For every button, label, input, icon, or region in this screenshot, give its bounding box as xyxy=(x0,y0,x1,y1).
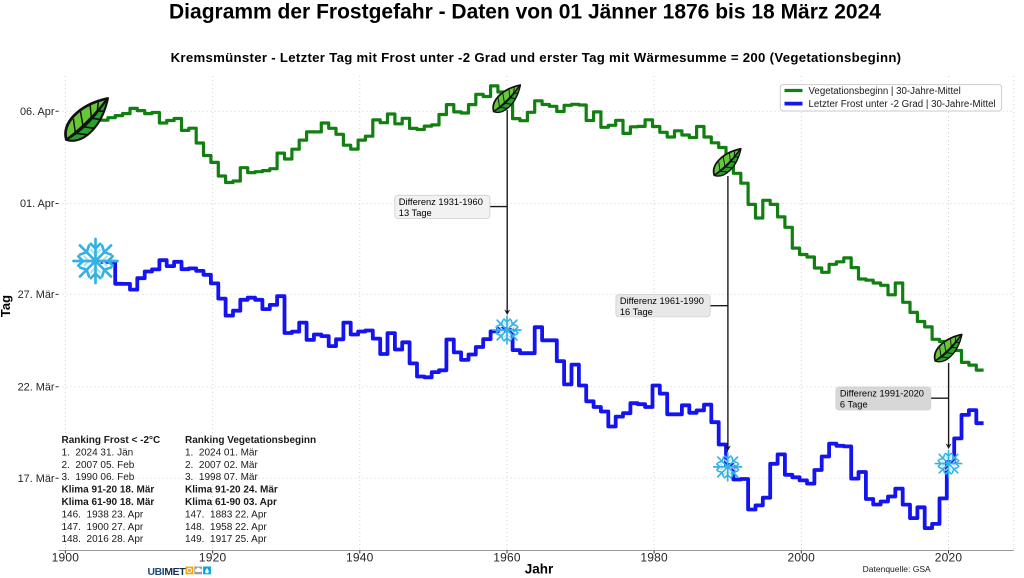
svg-text:1. 2024 01. Mär: 1. 2024 01. Mär xyxy=(185,447,258,458)
svg-text:Differenz 1961-1990: Differenz 1961-1990 xyxy=(620,296,704,306)
svg-text:2. 2007 05. Feb: 2. 2007 05. Feb xyxy=(62,460,135,471)
svg-text:Differenz 1991-2020: Differenz 1991-2020 xyxy=(840,389,924,399)
svg-text:01. Apr: 01. Apr xyxy=(20,198,55,210)
svg-text:147. 1900 27. Apr: 147. 1900 27. Apr xyxy=(62,522,144,533)
svg-text:2020: 2020 xyxy=(935,551,963,565)
svg-text:Klima 61-90 03. Apr: Klima 61-90 03. Apr xyxy=(185,497,277,508)
svg-text:1940: 1940 xyxy=(346,551,374,565)
svg-text:UBIMET: UBIMET xyxy=(148,567,187,578)
svg-text:149. 1917 25. Apr: 149. 1917 25. Apr xyxy=(185,534,267,545)
svg-text:1. 2024 31. Jän: 1. 2024 31. Jän xyxy=(62,447,134,458)
svg-text:Tag: Tag xyxy=(0,295,13,317)
svg-text:Klima 91-20 18. Mär: Klima 91-20 18. Mär xyxy=(62,485,155,496)
svg-text:Ranking Frost < -2°C: Ranking Frost < -2°C xyxy=(62,435,161,446)
svg-text:1920: 1920 xyxy=(199,551,227,565)
svg-text:6 Tage: 6 Tage xyxy=(840,400,868,410)
svg-text:Ranking Vegetationsbeginn: Ranking Vegetationsbeginn xyxy=(185,435,316,446)
svg-text:Klima 61-90 18. Mär: Klima 61-90 18. Mär xyxy=(62,497,155,508)
svg-text:1960: 1960 xyxy=(493,551,521,565)
svg-text:Datenquelle: GSA: Datenquelle: GSA xyxy=(863,564,931,574)
svg-text:13 Tage: 13 Tage xyxy=(399,208,432,218)
svg-text:148. 2016 28. Apr: 148. 2016 28. Apr xyxy=(62,534,144,545)
svg-text:148. 1958 22. Apr: 148. 1958 22. Apr xyxy=(185,522,267,533)
svg-text:17. Mär: 17. Mär xyxy=(18,473,55,485)
svg-text:2. 2007 02. Mär: 2. 2007 02. Mär xyxy=(185,460,258,471)
svg-text:2000: 2000 xyxy=(788,551,816,565)
svg-text:Vegetationsbeginn | 30-Jahre-M: Vegetationsbeginn | 30-Jahre-Mittel xyxy=(809,86,961,97)
svg-text:Klima 91-20 24. Mär: Klima 91-20 24. Mär xyxy=(185,485,278,496)
svg-text:Differenz 1931-1960: Differenz 1931-1960 xyxy=(399,197,483,207)
svg-text:3. 1998 07. Mär: 3. 1998 07. Mär xyxy=(185,472,258,483)
svg-text:06. Apr: 06. Apr xyxy=(20,106,55,118)
svg-text:Letzter Frost unter -2 Grad |: Letzter Frost unter -2 Grad | 30-Jahre-M… xyxy=(809,99,996,110)
svg-text:147. 1883 22. Apr: 147. 1883 22. Apr xyxy=(185,509,267,520)
svg-text:27. Mär: 27. Mär xyxy=(18,289,55,301)
svg-text:Diagramm der Frostgefahr - Dat: Diagramm der Frostgefahr - Daten von 01 … xyxy=(169,1,881,24)
svg-text:1900: 1900 xyxy=(52,551,80,565)
svg-text:1980: 1980 xyxy=(640,551,668,565)
svg-text:Kremsmünster - Letzter Tag mit: Kremsmünster - Letzter Tag mit Frost unt… xyxy=(171,50,902,65)
svg-text:146. 1938 23. Apr: 146. 1938 23. Apr xyxy=(62,509,144,520)
svg-text:Jahr: Jahr xyxy=(525,562,554,577)
svg-text:16 Tage: 16 Tage xyxy=(620,307,653,317)
svg-text:3. 1990 06. Feb: 3. 1990 06. Feb xyxy=(62,472,135,483)
svg-text:22. Mär: 22. Mär xyxy=(18,381,55,393)
